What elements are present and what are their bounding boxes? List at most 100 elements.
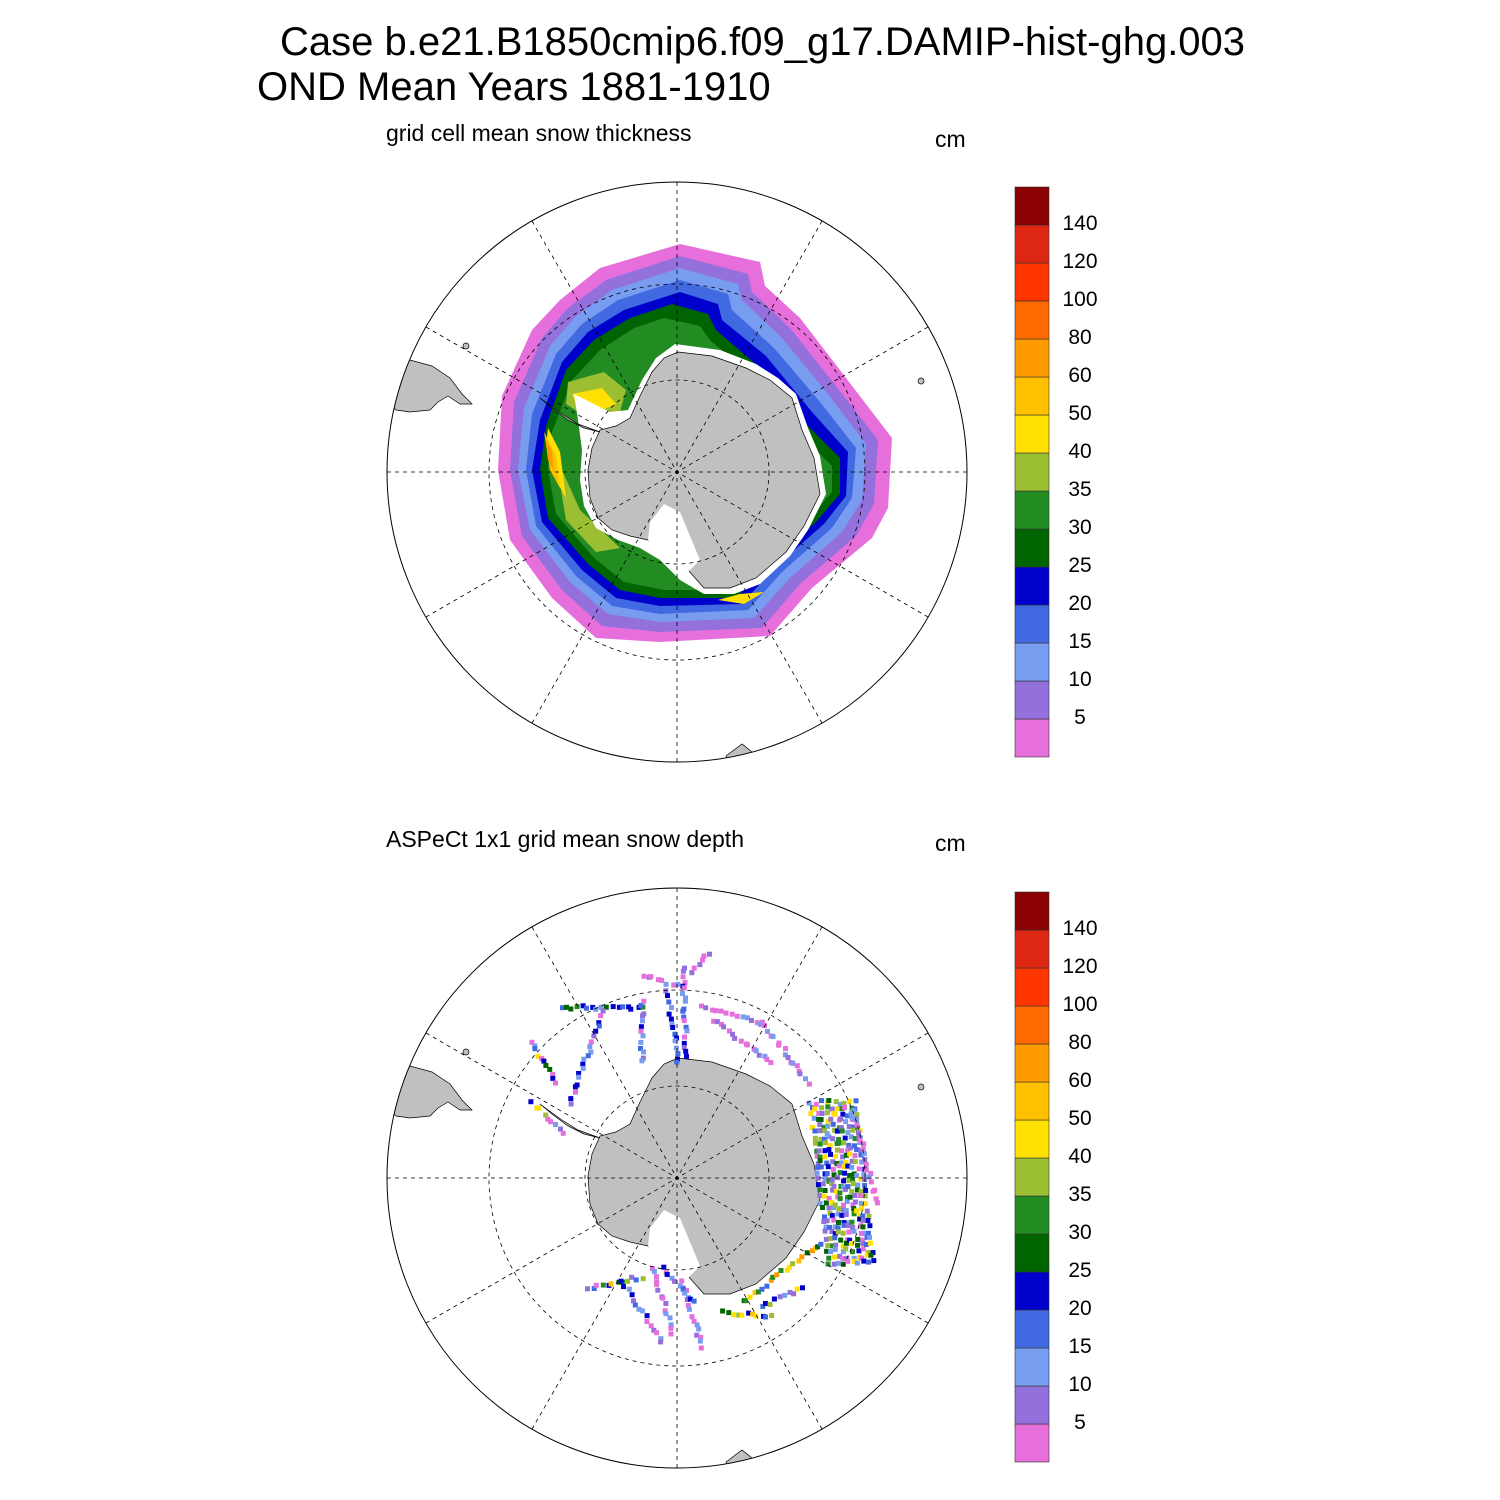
obs-cell [861,1258,867,1264]
obs-cell [666,999,672,1005]
obs-cell [640,1276,646,1282]
obs-cell [833,1242,838,1248]
obs-cell [854,1118,860,1124]
panel1-title: grid cell mean snow thickness [386,120,692,146]
obs-cell [682,998,688,1004]
obs-cell [572,1084,578,1090]
colorbar-tick-label: 20 [1068,592,1092,615]
obs-cell [836,1220,841,1225]
obs-cell [638,1024,644,1030]
obs-cell [553,1122,558,1127]
obs-cell [817,1154,823,1160]
obs-cell [677,1283,683,1289]
obs-cell [769,1313,775,1318]
obs-cell [829,1213,835,1219]
obs-cell [822,1148,828,1154]
obs-cell [830,1121,836,1127]
land-south-america [387,359,473,413]
obs-cell [845,1148,851,1154]
obs-cell [832,1247,838,1252]
obs-cell [603,1004,609,1010]
obs-cell [638,1039,644,1045]
obs-cell [576,1071,582,1076]
obs-cell [738,1038,744,1044]
colorbar-swatch [1014,1195,1050,1235]
obs-cell [857,1216,863,1222]
colorbar-swatch [1014,1347,1050,1387]
obs-cell [852,1159,858,1164]
obs-cell [837,1253,843,1259]
obs-cell [529,1039,535,1045]
obs-cell [840,1261,846,1267]
obs-cell [670,1025,676,1030]
obs-cell [821,1124,827,1130]
obs-cell [641,1049,646,1055]
obs-cell [694,1332,700,1338]
colorbar-tick-label: 25 [1068,554,1092,577]
obs-cell [638,1003,644,1009]
obs-cell [685,1303,691,1308]
obs-cell [799,1254,805,1260]
obs-cell [608,1281,614,1287]
colorbar-tick-label: 140 [1062,917,1098,940]
obs-cell [843,1240,849,1246]
obs-cell [669,1021,675,1027]
obs-cell [847,1194,853,1200]
obs-cell [746,1310,752,1316]
obs-cell [684,1028,690,1034]
colorbar-swatch [1014,224,1050,264]
obs-cell [808,1111,814,1117]
obs-cell [841,1220,847,1226]
obs-cell [815,1175,821,1181]
obs-cell [866,1230,871,1236]
colorbar-tick-label: 35 [1068,478,1092,501]
obs-cell [785,1055,791,1060]
obs-cell [861,1151,867,1157]
obs-cell [655,1287,661,1293]
colorbar-model [1014,186,1050,758]
figure-title-line2: OND Mean Years 1881-1910 [257,65,771,109]
obs-cell [849,1158,855,1164]
obs-cell [863,1188,869,1193]
obs-cell [764,1283,770,1289]
obs-cell [560,1005,565,1011]
obs-cell [822,1128,828,1134]
obs-cell [826,1098,832,1103]
obs-cell [736,1312,742,1318]
obs-cell [654,1274,659,1280]
obs-cell [558,1126,563,1132]
obs-cell [856,1134,862,1140]
obs-cell [671,982,677,988]
obs-cell [675,1056,680,1062]
obs-cell [632,1302,638,1308]
colorbar-tick-label: 80 [1068,1031,1092,1054]
land-antarctic-peninsula-obs [539,1103,601,1139]
obs-cell [852,1199,858,1205]
colorbar-swatch [1014,490,1050,530]
obs-cell [682,1034,687,1040]
colorbar-swatch [1014,642,1050,682]
obs-cell [838,1116,844,1122]
obs-cell [664,1272,670,1277]
obs-cell [840,1249,846,1255]
obs-cell [814,1153,820,1159]
obs-cell [829,1229,835,1234]
colorbar-tick-label: 80 [1068,326,1092,349]
obs-cell [580,1003,586,1009]
polar-map-model [386,181,968,763]
obs-cell [666,1011,672,1017]
colorbar-swatch [1014,528,1050,568]
obs-cell [845,1163,851,1169]
colorbar-tick-label: 5 [1074,1411,1086,1434]
obs-cell [840,1111,846,1117]
obs-cell [835,1225,841,1231]
obs-cell [720,1308,726,1314]
obs-cell [852,1143,858,1149]
obs-cell [846,1177,852,1183]
obs-cell [784,1267,790,1273]
obs-cell [850,1176,856,1182]
obs-cell [867,1234,872,1240]
land-island-b [917,377,925,385]
obs-cell [687,1296,693,1302]
obs-cell [600,1008,606,1014]
